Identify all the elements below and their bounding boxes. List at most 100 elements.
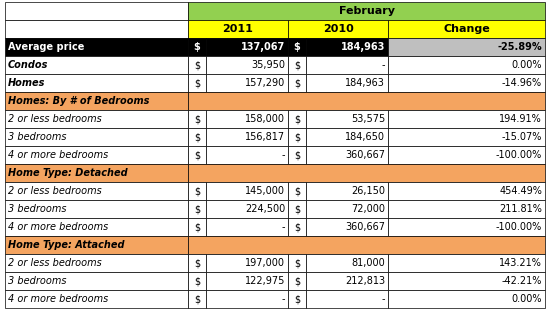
Text: 454.49%: 454.49% (499, 186, 542, 196)
Text: 143.21%: 143.21% (499, 258, 542, 268)
Bar (206, 128, 288, 146)
Bar (388, 128, 545, 146)
Text: $: $ (294, 150, 300, 160)
Text: $: $ (194, 60, 200, 70)
Bar (288, 110, 306, 128)
Bar (306, 110, 388, 128)
Text: 184,963: 184,963 (340, 42, 385, 52)
Text: -: - (382, 60, 385, 70)
Bar (188, 218, 206, 236)
Text: 157,290: 157,290 (245, 78, 285, 88)
Text: 197,000: 197,000 (245, 258, 285, 268)
Text: 212,813: 212,813 (345, 276, 385, 286)
Text: 4 or more bedrooms: 4 or more bedrooms (8, 150, 108, 160)
Text: $: $ (294, 294, 300, 304)
Text: 360,667: 360,667 (345, 222, 385, 232)
Text: 145,000: 145,000 (245, 186, 285, 196)
Bar (388, 182, 545, 200)
Bar (188, 146, 206, 164)
Bar (288, 290, 306, 308)
Bar (5, 2, 188, 20)
Text: $: $ (294, 276, 300, 286)
Bar (288, 128, 306, 146)
Text: 4 or more bedrooms: 4 or more bedrooms (8, 222, 108, 232)
Bar (388, 272, 545, 290)
Bar (188, 20, 288, 38)
Bar (5, 200, 188, 218)
Bar (5, 38, 188, 56)
Bar (188, 272, 206, 290)
Bar (188, 254, 206, 272)
Text: $: $ (294, 60, 300, 70)
Text: 2 or less bedrooms: 2 or less bedrooms (8, 186, 102, 196)
Bar (288, 146, 306, 164)
Bar (306, 128, 388, 146)
Bar (5, 128, 188, 146)
Text: $: $ (194, 132, 200, 142)
Text: 122,975: 122,975 (245, 276, 285, 286)
Text: 4 or more bedrooms: 4 or more bedrooms (8, 294, 108, 304)
Bar (188, 236, 545, 254)
Bar (306, 182, 388, 200)
Bar (388, 56, 545, 74)
Bar (206, 74, 288, 92)
Text: $: $ (194, 150, 200, 160)
Bar (5, 182, 188, 200)
Bar (206, 272, 288, 290)
Text: $: $ (194, 186, 200, 196)
Text: 2010: 2010 (323, 24, 353, 34)
Text: 81,000: 81,000 (351, 258, 385, 268)
Text: $: $ (294, 132, 300, 142)
Text: 2 or less bedrooms: 2 or less bedrooms (8, 114, 102, 124)
Text: 2011: 2011 (223, 24, 254, 34)
Bar (306, 254, 388, 272)
Bar (388, 290, 545, 308)
Bar (288, 38, 306, 56)
Bar (188, 290, 206, 308)
Bar (188, 182, 206, 200)
Bar (306, 146, 388, 164)
Bar (206, 110, 288, 128)
Bar (306, 290, 388, 308)
Bar (388, 110, 545, 128)
Text: 0.00%: 0.00% (512, 294, 542, 304)
Text: -: - (382, 294, 385, 304)
Text: $: $ (294, 78, 300, 88)
Bar (188, 164, 545, 182)
Bar (188, 2, 545, 20)
Bar (306, 74, 388, 92)
Text: 137,067: 137,067 (241, 42, 285, 52)
Bar (188, 110, 206, 128)
Bar (206, 290, 288, 308)
Bar (5, 110, 188, 128)
Bar (388, 254, 545, 272)
Text: $: $ (294, 258, 300, 268)
Text: 35,950: 35,950 (251, 60, 285, 70)
Bar (388, 146, 545, 164)
Bar (306, 56, 388, 74)
Bar (188, 200, 206, 218)
Bar (288, 56, 306, 74)
Text: Home Type: Detached: Home Type: Detached (8, 168, 128, 178)
Text: Homes: Homes (8, 78, 45, 88)
Text: $: $ (294, 42, 300, 52)
Bar (388, 38, 545, 56)
Text: 158,000: 158,000 (245, 114, 285, 124)
Text: 184,963: 184,963 (345, 78, 385, 88)
Text: -15.07%: -15.07% (502, 132, 542, 142)
Bar (206, 218, 288, 236)
Text: $: $ (194, 42, 200, 52)
Text: -14.96%: -14.96% (502, 78, 542, 88)
Bar (206, 200, 288, 218)
Bar (5, 254, 188, 272)
Bar (288, 254, 306, 272)
Text: 211.81%: 211.81% (499, 204, 542, 214)
Bar (306, 218, 388, 236)
Bar (206, 146, 288, 164)
Bar (306, 272, 388, 290)
Bar (188, 74, 206, 92)
Text: -: - (282, 150, 285, 160)
Text: $: $ (194, 78, 200, 88)
Text: $: $ (294, 204, 300, 214)
Bar (188, 128, 206, 146)
